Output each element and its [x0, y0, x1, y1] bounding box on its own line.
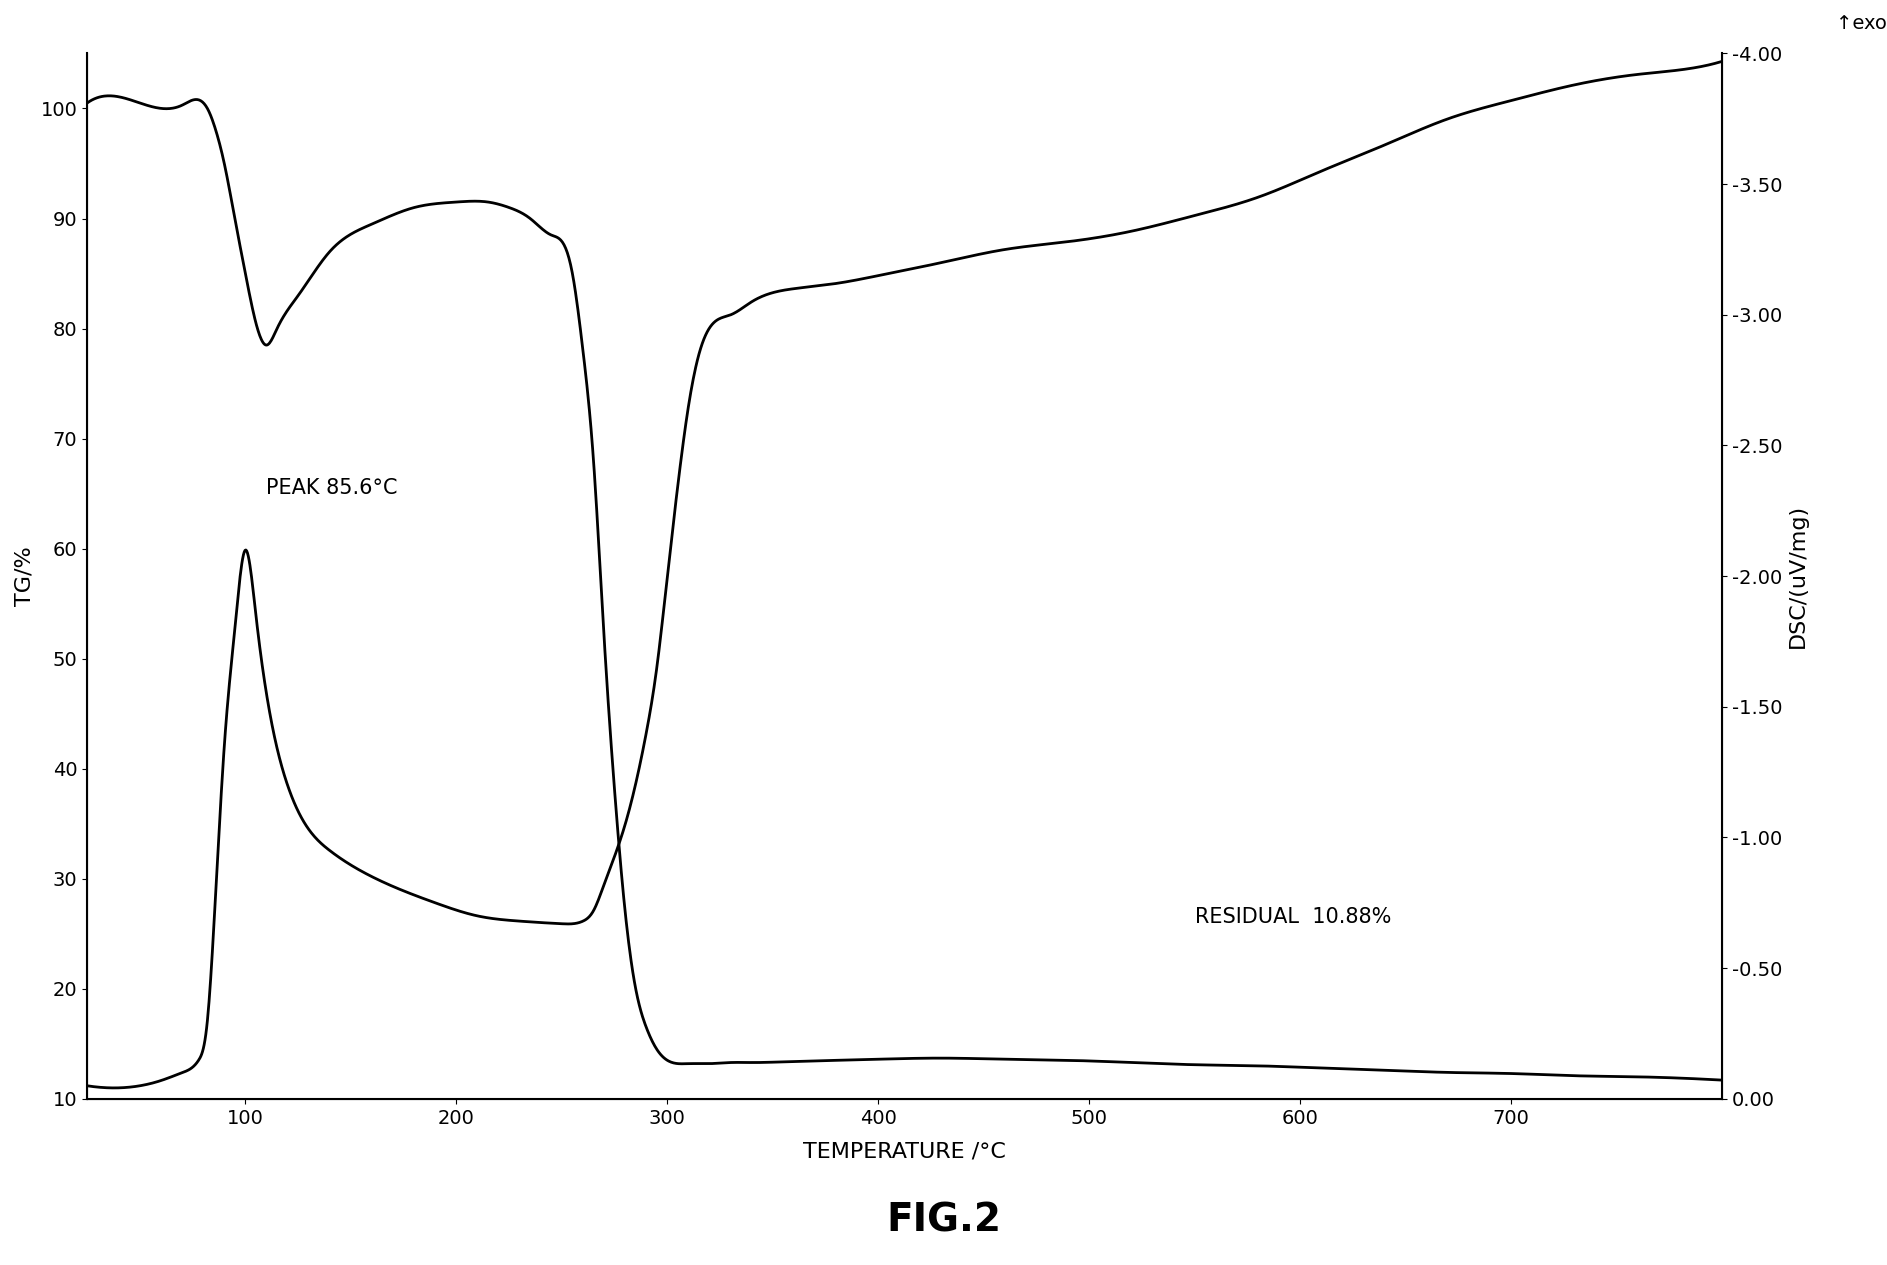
X-axis label: TEMPERATURE /°C: TEMPERATURE /°C	[804, 1141, 1006, 1161]
Text: RESIDUAL  10.88%: RESIDUAL 10.88%	[1194, 907, 1391, 927]
Text: ↑exo: ↑exo	[1836, 14, 1887, 33]
Y-axis label: TG/%: TG/%	[15, 546, 36, 606]
Text: FIG.2: FIG.2	[887, 1202, 1000, 1240]
Text: PEAK 85.6°C: PEAK 85.6°C	[266, 478, 398, 497]
Y-axis label: DSC/(uV/mg): DSC/(uV/mg)	[1789, 503, 1808, 648]
